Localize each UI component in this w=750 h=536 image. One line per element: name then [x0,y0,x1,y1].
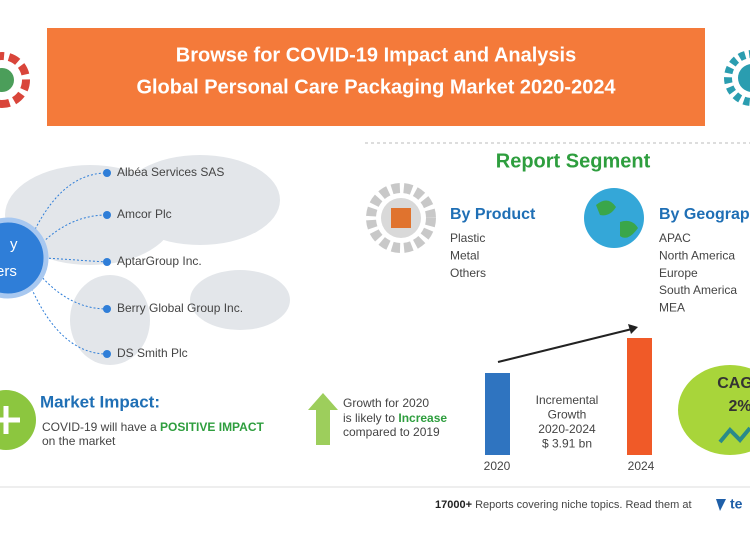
header-title: Browse for COVID-19 Impact and Analysis [176,44,576,66]
vendor-dot [103,305,111,313]
virus-icon-right [724,50,750,106]
world-map [5,155,290,365]
growth-arrow [497,328,633,363]
impact-text-part: COVID-19 will have a [42,420,160,434]
year-label: 2020 [484,459,511,473]
segment-item: APAC [659,231,691,245]
segment-item: North America [659,248,735,262]
impact-highlight: POSITIVE IMPACT [160,420,264,434]
growth-label: 2020-2024 [538,422,596,436]
cagr-label: CAG [717,375,750,392]
growth-label: Growth [548,408,587,422]
segment-heading: By Geograp [659,206,750,223]
growth-text: compared to 2019 [343,425,440,439]
segment-item: Metal [450,248,479,262]
logo-mark [716,499,726,511]
vendor-badge [0,217,49,299]
header-subtitle: Global Personal Care Packaging Market 20… [136,76,616,98]
segment-heading: By Product [450,206,536,223]
bar-2024 [627,338,652,455]
vendor-dot [103,350,111,358]
segment-item: South America [659,283,737,297]
vendor-badge-text: ers [0,263,17,280]
growth-label: $ 3.91 bn [542,437,592,451]
gear-icon [366,183,436,253]
arrow-head [628,324,638,334]
up-arrow [308,393,338,445]
plus-sign [0,406,20,434]
vendor-dot [103,211,111,219]
vendor-name: Berry Global Group Inc. [117,301,243,315]
footer-logo[interactable]: te [730,496,743,512]
growth-label: Incremental [536,393,599,407]
vendor-name: Amcor Plc [117,207,172,221]
segment-title: Report Segment [496,150,651,172]
footer-desc: Reports covering niche topics. Read them… [472,499,692,511]
footer-count: 17000+ [435,499,472,511]
growth-text: Growth for 2020 [343,396,429,410]
vendor-badge-text: y [10,236,18,253]
cagr-value: 2% [728,398,750,415]
impact-title: Market Impact: [40,392,160,411]
vendor-name: Albéa Services SAS [117,165,224,179]
bar-2020 [485,373,510,455]
segment-item: Plastic [450,231,485,245]
virus-icon-left [0,52,30,108]
growth-text-part: is likely to [343,411,398,425]
vendor-dot [103,258,111,266]
header-banner [47,28,705,126]
vendor-name: AptarGroup Inc. [117,254,202,268]
growth-text: is likely to Increase [343,411,447,425]
globe-icon [584,188,644,248]
segment-item: Others [450,266,486,280]
growth-highlight: Increase [398,411,447,425]
vendor-dot [103,169,111,177]
footer-text: 17000+ Reports covering niche topics. Re… [435,499,692,511]
cagr-icon [718,426,750,444]
year-label: 2024 [628,459,655,473]
impact-text: COVID-19 will have a POSITIVE IMPACT [42,420,265,434]
segment-item: MEA [659,300,685,314]
vendor-name: DS Smith Plc [117,346,188,360]
impact-text: on the market [42,434,116,448]
segment-item: Europe [659,266,698,280]
vendor-connectors [29,172,108,355]
